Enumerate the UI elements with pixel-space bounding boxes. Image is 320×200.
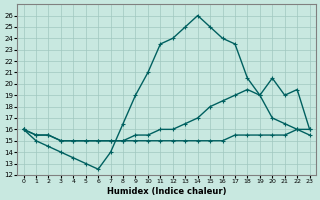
X-axis label: Humidex (Indice chaleur): Humidex (Indice chaleur) (107, 187, 226, 196)
